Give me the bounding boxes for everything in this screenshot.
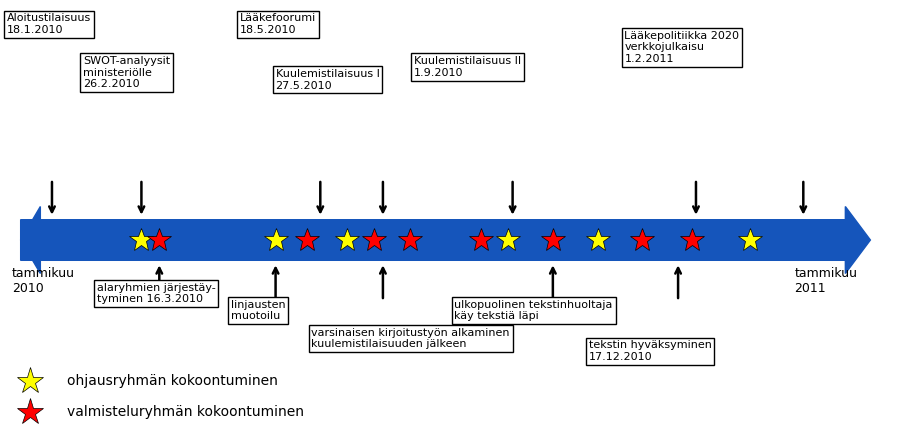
Text: SWOT-analyysit
ministeriölle
26.2.2010: SWOT-analyysit ministeriölle 26.2.2010 <box>84 56 170 89</box>
FancyArrow shape <box>21 207 870 274</box>
Text: valmisteluryhmän kokoontuminen: valmisteluryhmän kokoontuminen <box>68 405 304 419</box>
Text: ohjausryhmän kokoontuminen: ohjausryhmän kokoontuminen <box>68 374 278 388</box>
Text: tammikuu
2010: tammikuu 2010 <box>12 267 75 295</box>
FancyArrow shape <box>21 207 40 274</box>
Text: varsinaisen kirjoitustyön alkaminen
kuulemistilaisuuden jälkeen: varsinaisen kirjoitustyön alkaminen kuul… <box>311 328 510 349</box>
Text: tekstin hyväksyminen
17.12.2010: tekstin hyväksyminen 17.12.2010 <box>589 340 712 362</box>
Text: Kuulemistilaisuus II
1.9.2010: Kuulemistilaisuus II 1.9.2010 <box>414 56 521 78</box>
Text: Aloitustilaisuus
18.1.2010: Aloitustilaisuus 18.1.2010 <box>7 13 92 35</box>
Text: ulkopuolinen tekstinhuoltaja
käy tekstiä läpi: ulkopuolinen tekstinhuoltaja käy tekstiä… <box>454 300 613 321</box>
Text: alaryhmien järjestäy-
tyminen 16.3.2010: alaryhmien järjestäy- tyminen 16.3.2010 <box>96 283 215 304</box>
Text: Lääkepolitiikka 2020
verkkojulkaisu
1.2.2011: Lääkepolitiikka 2020 verkkojulkaisu 1.2.… <box>625 31 740 64</box>
Text: tammikuu
2011: tammikuu 2011 <box>795 267 858 295</box>
Text: Lääkefoorumi
18.5.2010: Lääkefoorumi 18.5.2010 <box>239 13 316 35</box>
Text: linjausten
muotoilu: linjausten muotoilu <box>231 300 285 321</box>
Text: Kuulemistilaisuus I
27.5.2010: Kuulemistilaisuus I 27.5.2010 <box>275 69 380 90</box>
